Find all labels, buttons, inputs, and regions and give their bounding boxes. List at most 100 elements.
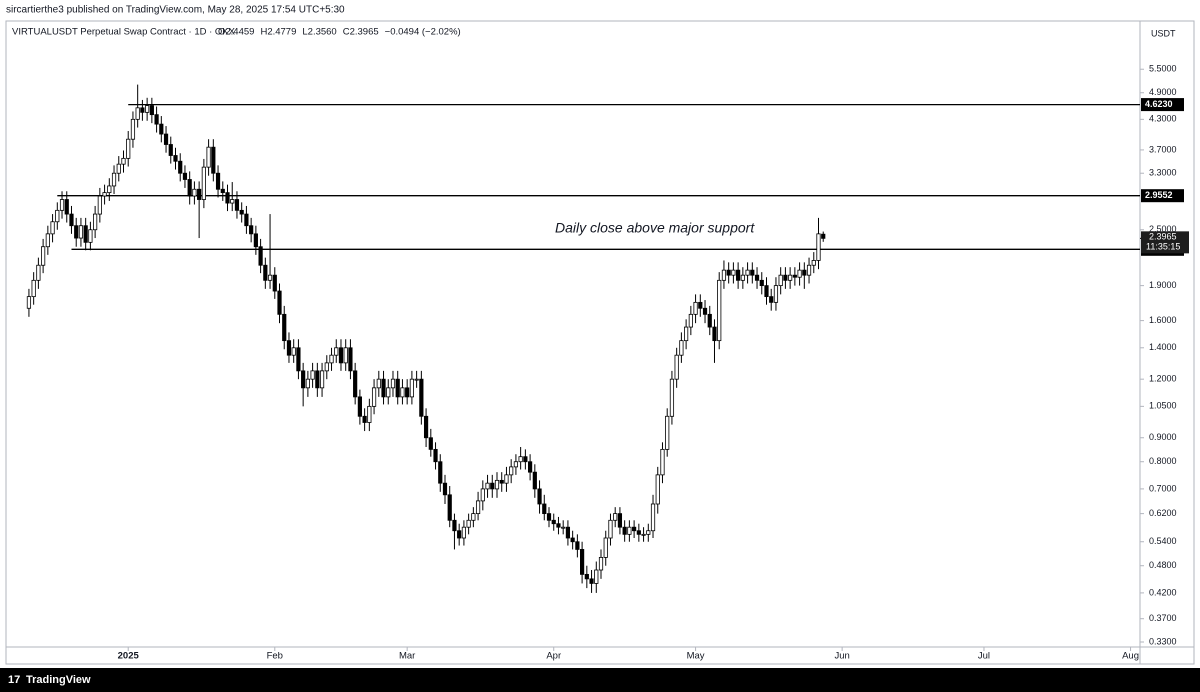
- candle-body: [390, 378, 396, 389]
- candle-body: [414, 378, 419, 381]
- candle-body: [135, 107, 140, 120]
- y-tick-label: 0.9000: [1149, 432, 1177, 442]
- candle-body: [513, 461, 519, 468]
- candle-body: [811, 260, 816, 266]
- candle-body: [69, 213, 74, 227]
- candle-body: [537, 488, 542, 505]
- x-tick-label: Apr: [546, 651, 561, 662]
- candle-body: [773, 285, 779, 303]
- candle-body: [632, 526, 637, 532]
- candle-body: [674, 354, 679, 380]
- candle-body: [532, 471, 537, 490]
- candle-body: [806, 264, 812, 276]
- x-tick-label: Jul: [978, 651, 990, 662]
- candle-body: [452, 519, 457, 532]
- candle-body: [764, 285, 769, 298]
- candle-body: [55, 209, 60, 223]
- candle-body: [480, 488, 485, 502]
- candle-body: [598, 557, 604, 571]
- candle-body: [126, 138, 131, 159]
- y-tick-label: 1.9000: [1149, 280, 1177, 290]
- candle-body: [721, 269, 727, 281]
- candle-body: [225, 192, 230, 204]
- annotation: Daily close above major support: [555, 220, 755, 236]
- y-tick-label: 0.7000: [1149, 483, 1177, 493]
- candle-body: [745, 269, 750, 276]
- x-tick-label: Aug: [1122, 651, 1139, 662]
- candle-body: [641, 533, 646, 536]
- candle-body: [353, 370, 358, 398]
- candle-body: [324, 362, 329, 372]
- candle-body: [608, 519, 613, 539]
- candle-body: [154, 114, 159, 125]
- candle-body: [504, 474, 509, 484]
- candle-body: [187, 179, 192, 197]
- publisher: sircartierthe3 published on TradingView.…: [6, 5, 345, 16]
- y-tick-label: 0.3700: [1149, 613, 1177, 623]
- candle-body: [717, 279, 722, 342]
- candle-body: [797, 269, 802, 278]
- candle-body: [712, 326, 717, 342]
- candle-body: [319, 370, 325, 389]
- candle-body: [594, 569, 599, 584]
- candle-body: [64, 199, 69, 215]
- candle-body: [45, 233, 50, 248]
- y-tick-label: 2.5000: [1149, 224, 1177, 234]
- candle-body: [168, 144, 173, 156]
- candle-body: [230, 199, 235, 204]
- candle-body: [145, 105, 150, 113]
- candle-body: [617, 513, 623, 528]
- candle-body: [613, 513, 618, 521]
- candle-body: [367, 405, 372, 423]
- y-tick-label: 1.0500: [1149, 401, 1177, 411]
- candle-body: [253, 233, 258, 248]
- candle-body: [783, 274, 788, 281]
- candle-body: [490, 482, 495, 490]
- candle-body: [249, 225, 254, 235]
- x-tick-label: May: [687, 651, 705, 662]
- candle-body: [627, 526, 632, 535]
- ohlc-legend: O2.4459 H2.4779 L2.3560 C2.3965 −0.0494 (−2.…: [218, 27, 461, 38]
- candle-body: [636, 530, 641, 535]
- candle-body: [329, 354, 334, 364]
- candle-body: [220, 188, 225, 194]
- candle-body: [291, 347, 296, 356]
- candle-body: [518, 456, 523, 463]
- candle-body: [693, 301, 698, 315]
- candle-body: [419, 378, 424, 417]
- candle-body: [471, 513, 476, 521]
- currency: USDT: [1151, 28, 1176, 38]
- candle-body: [485, 482, 490, 490]
- candle-body: [381, 378, 386, 398]
- candle-body: [263, 264, 268, 281]
- candle-body: [603, 537, 608, 558]
- candle-body: [286, 340, 292, 356]
- candle-body: [97, 195, 102, 215]
- legend-value: −0.0494 (−2.02%): [385, 27, 461, 38]
- candle-body: [357, 396, 362, 417]
- candle-body: [457, 530, 462, 539]
- candle-body: [788, 274, 793, 281]
- candle-body: [244, 213, 249, 227]
- candle-body: [660, 448, 665, 476]
- candle-body: [702, 307, 708, 315]
- candle-body: [650, 503, 656, 532]
- candle-body: [277, 290, 282, 315]
- candle-body: [655, 474, 660, 505]
- candle-body: [301, 370, 306, 389]
- level-tag: [1141, 98, 1184, 112]
- candle-body: [239, 209, 244, 215]
- candle-body: [234, 199, 240, 211]
- candle-body: [334, 347, 339, 356]
- candle-body: [665, 415, 670, 450]
- level-tag-label: 4.6230: [1145, 99, 1173, 109]
- candle-body: [116, 163, 121, 174]
- x-tick-label: Feb: [267, 651, 283, 662]
- x-tick-label: 2025: [118, 651, 140, 662]
- candle-body: [74, 225, 79, 239]
- candle-body: [206, 146, 211, 168]
- candle-body: [580, 549, 585, 575]
- candle-body: [315, 370, 320, 389]
- candle-body: [438, 461, 443, 484]
